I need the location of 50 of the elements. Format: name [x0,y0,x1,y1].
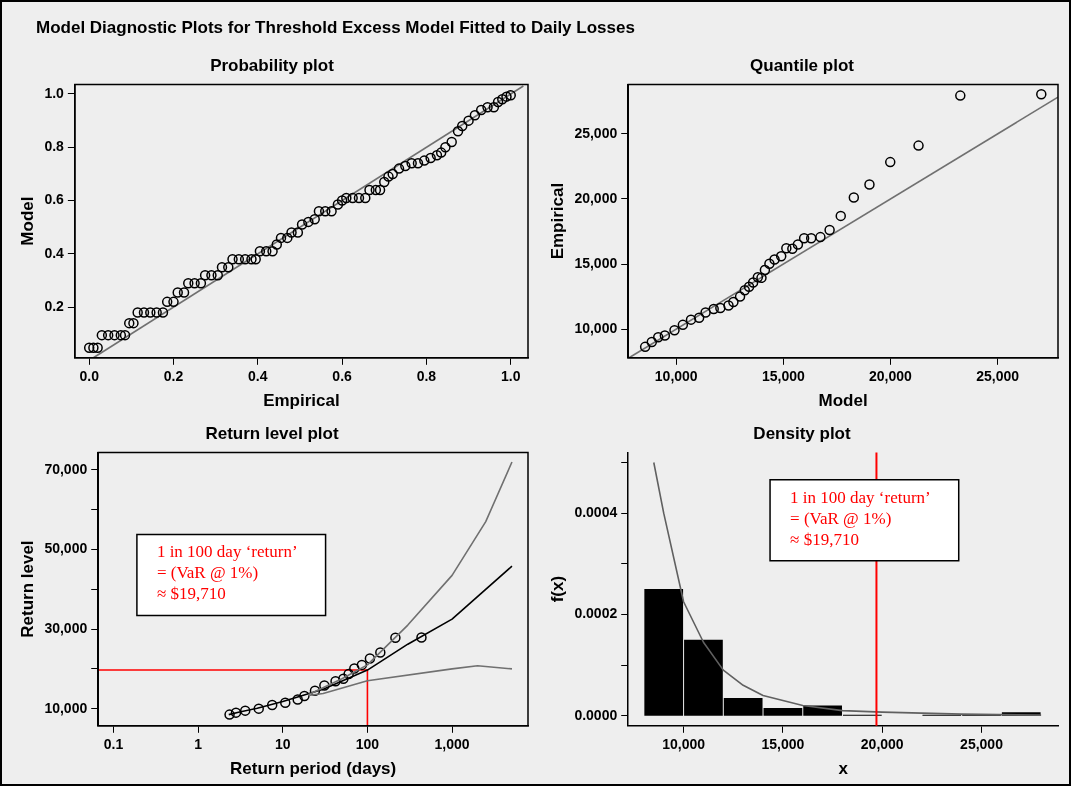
x-axis-title: x [838,759,849,779]
y-tick-label: 70,000 [44,460,88,477]
y-tick-label: 30,000 [44,619,88,636]
x-tick-label: 25,000 [960,736,1004,753]
x-tick-label: 10,000 [654,368,698,385]
y-tick-label: 0.6 [44,191,65,208]
y-tick-label: 1.0 [44,84,65,101]
x-tick-label: 0.2 [163,368,184,385]
annotation: 1 in 100 day ‘return’ = (VaR @ 1%) ≈ $19,710 [790,487,931,549]
y-tick-label: 0.8 [44,138,65,155]
chart-title: Probability plot [210,55,335,75]
x-tick-label: 20,000 [869,368,913,385]
chart-title: Quantile plot [750,55,855,75]
x-tick-label: 0.1 [103,736,124,753]
x-tick-label: 100 [355,736,380,753]
y-tick-label: 25,000 [574,124,618,141]
x-tick-label: 25,000 [976,368,1020,385]
x-tick-label: 1,000 [434,736,470,753]
y-tick-label: 10,000 [574,320,618,337]
x-axis-title: Return period (days) [229,759,397,779]
x-axis-title: Empirical [263,391,340,411]
y-axis-title: Model [17,196,37,246]
y-axis-title: Empirical [547,182,567,260]
x-tick-label: 0.4 [248,368,268,385]
x-tick-label: 20,000 [860,736,904,753]
y-tick-label: 0.4 [44,244,65,261]
chart-title: Density plot [753,423,851,443]
y-tick-label: 0.2 [44,298,65,315]
y-tick-label: 20,000 [574,189,618,206]
x-tick-label: 10,000 [662,736,706,753]
x-tick-label: 15,000 [761,736,805,753]
x-tick-label: 0.0 [79,368,100,385]
y-tick-label: 0.0004 [574,504,618,521]
chart-title: Return level plot [205,423,339,443]
x-tick-label: 1.0 [500,368,521,385]
y-axis-title: f(x) [547,575,567,603]
x-tick-label: 1 [194,736,203,753]
x-axis-title: Model [818,391,868,411]
y-tick-label: 0.0002 [574,605,618,622]
x-tick-label: 10 [274,736,291,753]
y-axis-title: Return level [17,540,37,638]
y-tick-label: 15,000 [574,254,618,271]
y-tick-label: 10,000 [44,699,88,716]
y-tick-label: 0.0000 [574,706,618,723]
text: Model Diagnostic Plots for Threshold Excess Model Fitted to Daily Losses [36,18,635,38]
x-tick-label: 15,000 [761,368,805,385]
x-tick-label: 0.8 [416,368,437,385]
annotation: 1 in 100 day ‘return’ = (VaR @ 1%) ≈ $19,710 [156,542,298,604]
x-tick-label: 0.6 [332,368,353,385]
y-tick-label: 50,000 [44,540,88,557]
